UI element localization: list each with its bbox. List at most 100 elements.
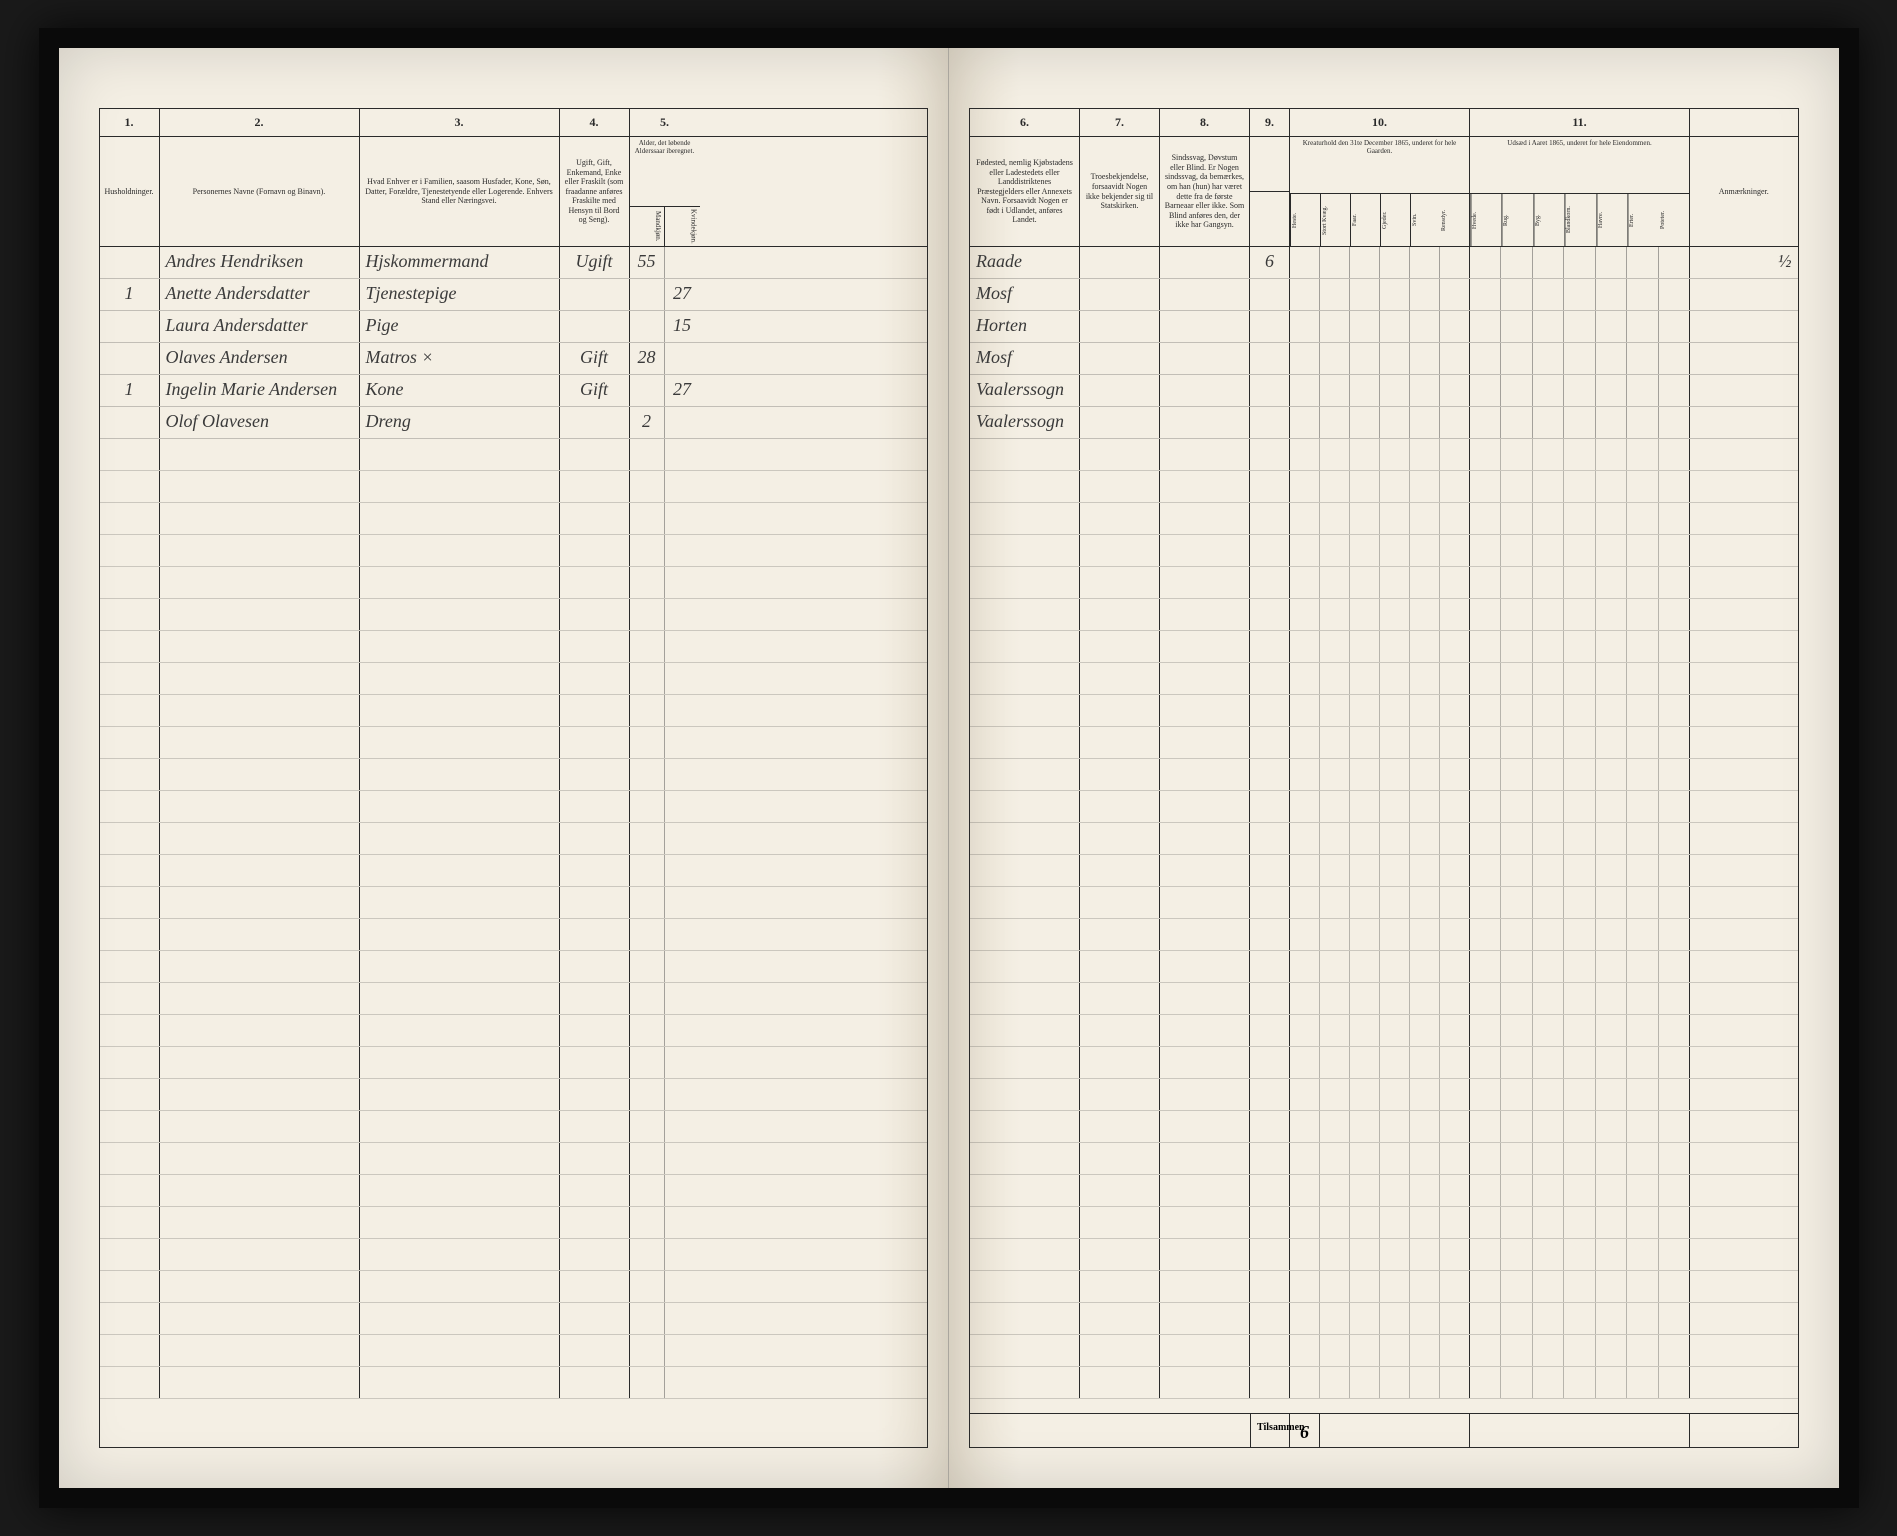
empty-row [970, 663, 1798, 695]
empty-row [100, 1367, 928, 1399]
table-row: Vaalerssogn [970, 375, 1798, 407]
footer-total: 6 [1290, 1414, 1320, 1447]
empty-row [970, 951, 1798, 983]
empty-row [100, 471, 928, 503]
age-m-cell [630, 311, 665, 342]
col11-cell [1470, 343, 1690, 374]
col9-cell [1250, 343, 1290, 374]
col-5-sub-f: Kvindekjøn. [665, 207, 700, 246]
birthplace-cell: Horten [970, 311, 1080, 342]
empty-row [970, 759, 1798, 791]
name-cell: Olaves Andersen [160, 343, 360, 374]
age-f-cell [665, 343, 700, 374]
table-row: Laura Andersdatter Pige 15 [100, 311, 928, 343]
col-1-header: Husholdninger. [100, 137, 160, 246]
empty-row [100, 855, 928, 887]
empty-row [970, 1175, 1798, 1207]
col10-cell [1290, 407, 1470, 438]
col-8-header: Sindssvag, Døvstum eller Blind. Er Nogen… [1160, 137, 1250, 246]
age-m-cell [630, 279, 665, 310]
condition-cell [1160, 343, 1250, 374]
birthplace-cell: Mosf [970, 343, 1080, 374]
table-row: 1 Ingelin Marie Andersen Kone Gift 27 [100, 375, 928, 407]
empty-row [100, 663, 928, 695]
remarks-cell [1690, 311, 1798, 342]
col-5-sub-m: Mandkjøn. [630, 207, 666, 246]
faith-cell [1080, 375, 1160, 406]
col-9-num: 9. [1250, 109, 1290, 136]
empty-row [100, 1111, 928, 1143]
empty-row [100, 791, 928, 823]
empty-row [970, 695, 1798, 727]
empty-row [100, 1271, 928, 1303]
left-data-rows: Andres Hendriksen Hjskommermand Ugift 55… [100, 247, 928, 1399]
right-page: 6. 7. 8. 9. 10. 11. Fødested, nemlig Kjø… [949, 48, 1839, 1488]
column-numbers-row: 1. 2. 3. 4. 5. [100, 109, 928, 137]
table-row: Horten [970, 311, 1798, 343]
empty-row [970, 887, 1798, 919]
empty-row [100, 1303, 928, 1335]
col-10-num: 10. [1290, 109, 1470, 136]
col9-cell [1250, 407, 1290, 438]
col9-cell [1250, 375, 1290, 406]
empty-row [970, 727, 1798, 759]
birthplace-cell: Mosf [970, 279, 1080, 310]
left-ledger: 1. 2. 3. 4. 5. Husholdninger. Personerne… [99, 108, 929, 1448]
status-cell: Gift [560, 375, 630, 406]
empty-row [100, 951, 928, 983]
empty-row [970, 983, 1798, 1015]
col-5-num: 5. [630, 109, 700, 136]
condition-cell [1160, 247, 1250, 278]
name-cell: Olof Olavesen [160, 407, 360, 438]
empty-row [970, 823, 1798, 855]
name-cell: Anette Andersdatter [160, 279, 360, 310]
remarks-cell [1690, 375, 1798, 406]
age-f-cell: 27 [665, 279, 700, 310]
col10-cell [1290, 343, 1470, 374]
status-cell: Ugift [560, 247, 630, 278]
empty-row [970, 1271, 1798, 1303]
empty-row [970, 919, 1798, 951]
relation-cell: Tjenestepige [360, 279, 560, 310]
condition-cell [1160, 375, 1250, 406]
birthplace-cell: Raade [970, 247, 1080, 278]
col-11-num: 11. [1470, 109, 1690, 136]
empty-row [970, 1111, 1798, 1143]
col-7-num: 7. [1080, 109, 1160, 136]
household-cell: 1 [100, 279, 160, 310]
empty-row [100, 535, 928, 567]
household-cell [100, 407, 160, 438]
remarks-cell [1690, 407, 1798, 438]
empty-row [970, 1303, 1798, 1335]
col10-cell [1290, 279, 1470, 310]
status-cell [560, 311, 630, 342]
col-10-header: Kreaturhold den 31te December 1865, unde… [1290, 137, 1469, 193]
remarks-cell [1690, 279, 1798, 310]
empty-row [970, 439, 1798, 471]
col-1-num: 1. [100, 109, 160, 136]
footer-row: Tilsammen 6 [970, 1413, 1798, 1447]
col-4-header: Ugift, Gift, Enkemand, Enke eller Fraski… [560, 137, 630, 246]
age-f-cell [665, 407, 700, 438]
empty-row [970, 1015, 1798, 1047]
relation-cell: Dreng [360, 407, 560, 438]
col9-cell [1250, 311, 1290, 342]
col-2-num: 2. [160, 109, 360, 136]
col-6-num: 6. [970, 109, 1080, 136]
table-row: Mosf [970, 279, 1798, 311]
empty-row [970, 567, 1798, 599]
col10-cell [1290, 375, 1470, 406]
empty-row [100, 759, 928, 791]
table-row: Mosf [970, 343, 1798, 375]
col11-cell [1470, 279, 1690, 310]
name-cell: Ingelin Marie Andersen [160, 375, 360, 406]
empty-row [970, 471, 1798, 503]
remarks-cell [1690, 343, 1798, 374]
status-cell: Gift [560, 343, 630, 374]
col-6-header: Fødested, nemlig Kjøbstadens eller Lades… [970, 137, 1080, 246]
faith-cell [1080, 343, 1160, 374]
empty-row [970, 1367, 1798, 1399]
name-cell: Laura Andersdatter [160, 311, 360, 342]
table-row: Raade 6 ½ [970, 247, 1798, 279]
faith-cell [1080, 311, 1160, 342]
